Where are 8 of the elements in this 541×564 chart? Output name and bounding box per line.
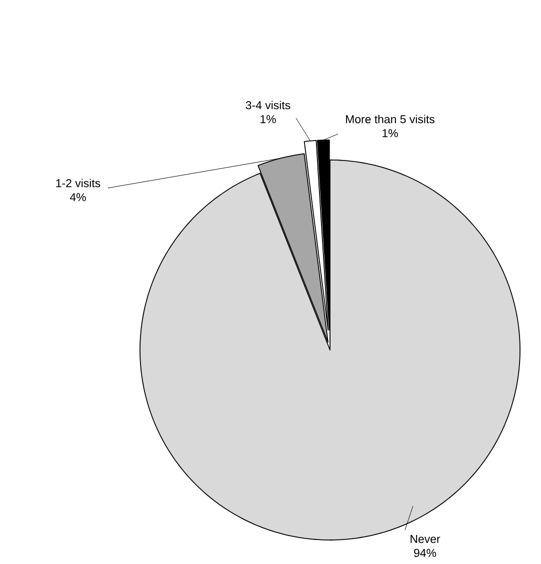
data-label: 4% xyxy=(70,193,86,202)
slice-label: 3-4 visits xyxy=(246,100,290,110)
data-label: 1% xyxy=(382,129,398,138)
data-label: 94% xyxy=(414,548,436,557)
slice-label: 1-2 visits xyxy=(56,178,100,188)
slice-label: Never xyxy=(410,535,440,544)
data-label: 1% xyxy=(260,115,276,124)
slice-label: More than 5 visits xyxy=(346,114,434,124)
